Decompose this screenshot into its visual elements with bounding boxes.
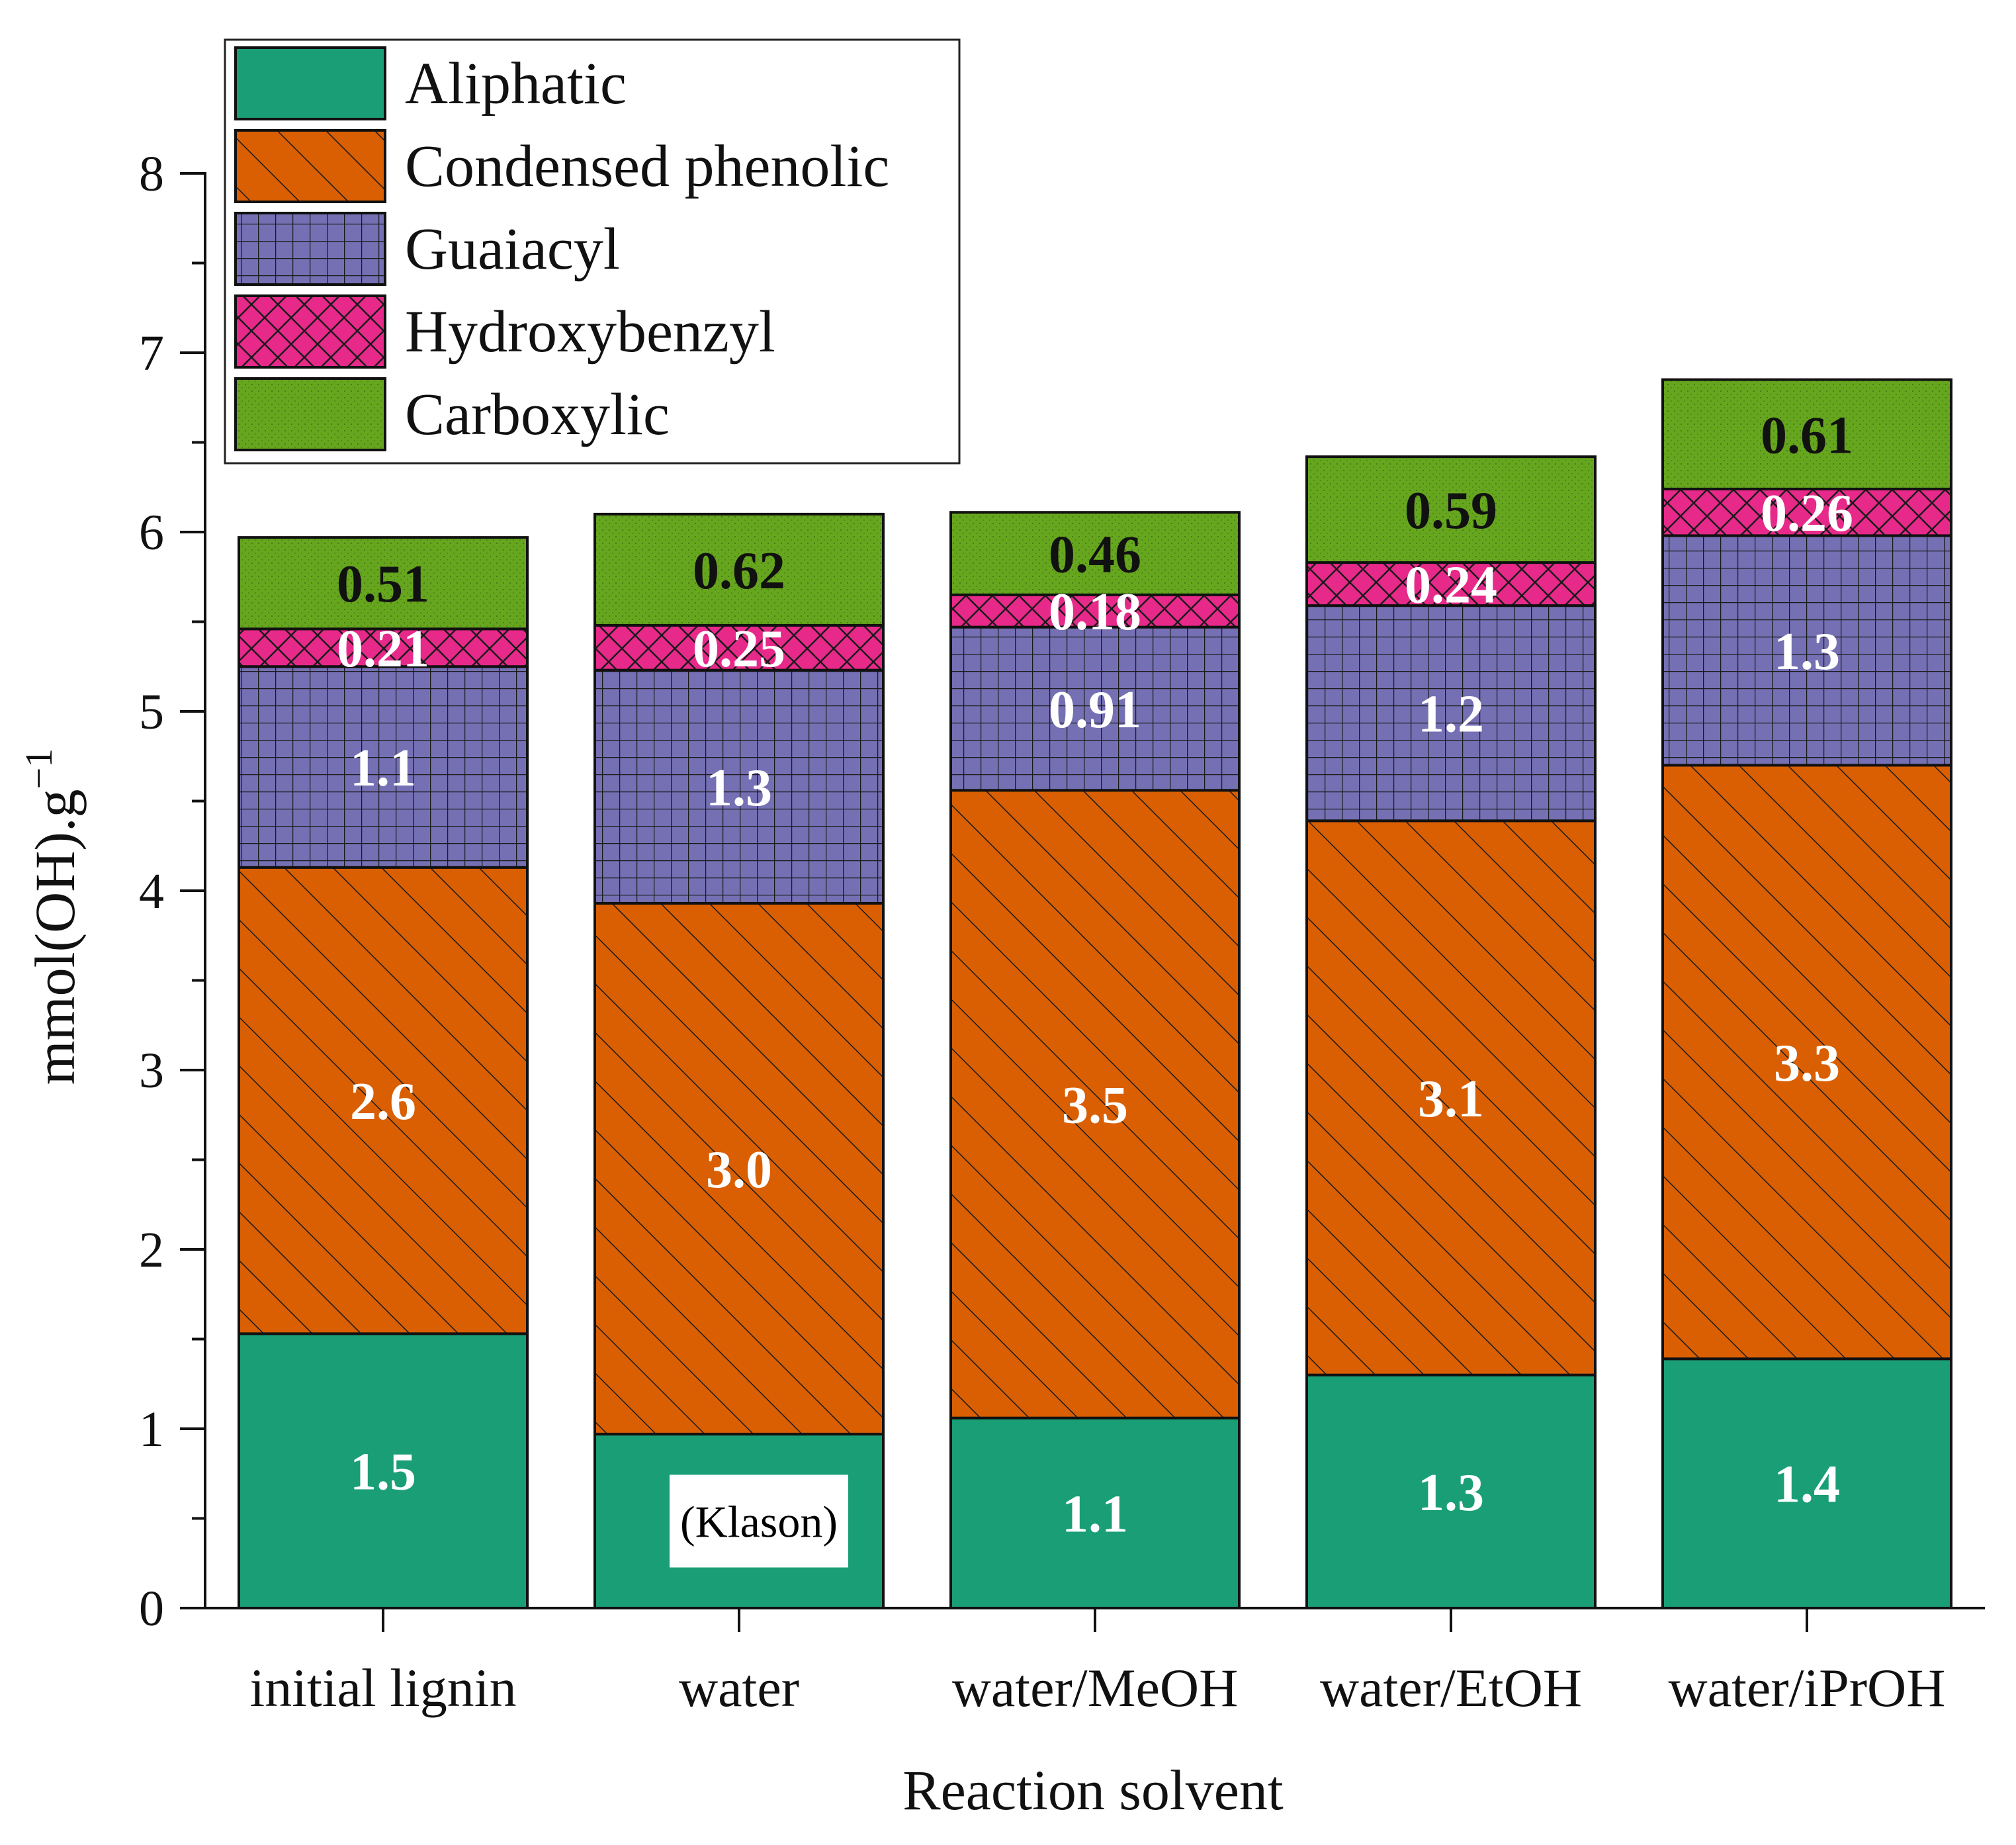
x-axis-title: Reaction solvent [902, 1758, 1284, 1822]
bar-carboxylic-initial-lignin [238, 536, 529, 631]
data-label-carboxylic-water-meoh: 0.46 [1049, 526, 1141, 584]
bar-carboxylic-water-iproh-pattern [1663, 379, 1951, 489]
bar-hydroxybenzyl-water-pattern [595, 625, 883, 670]
y-tick-label-6: 6 [139, 505, 164, 561]
legend-swatch-aliphatic-fill [236, 48, 385, 119]
bar-hydroxybenzyl-water-iproh-pattern [1663, 488, 1951, 536]
bar-condensed-phenolic-water-pattern [595, 903, 883, 1435]
bar-carboxylic-water-iproh [1661, 378, 1952, 490]
bar-hydroxybenzyl-water-etoh-pattern [1307, 562, 1595, 606]
y-tick-label-5: 5 [139, 684, 164, 740]
legend-label-guaiacyl: Guaiacyl [405, 216, 620, 282]
bar-guaiacyl-water-pattern [595, 670, 883, 903]
bar-aliphatic-water-etoh-fill [1307, 1374, 1595, 1608]
data-label-guaiacyl-water-meoh: 0.91 [1049, 681, 1141, 739]
data-label-condensed-phenolic-water-meoh: 3.5 [1062, 1076, 1128, 1134]
annotation-text-0: (Klason) [680, 1497, 838, 1547]
bar-carboxylic-water [593, 512, 885, 627]
data-label-carboxylic-initial-lignin: 0.51 [337, 555, 429, 613]
bar-hydroxybenzyl-water-meoh-pattern [951, 594, 1239, 627]
bar-carboxylic-initial-lignin-pattern [239, 537, 527, 629]
bar-stack-water-meoh [949, 511, 1241, 1609]
bar-stack-water [593, 512, 885, 1609]
x-tick-label-initial-lignin: initial lignin [249, 1658, 516, 1718]
data-label-guaiacyl-water-iproh: 1.3 [1774, 623, 1840, 681]
bar-guaiacyl-water-iproh-pattern [1663, 535, 1951, 766]
data-label-condensed-phenolic-water: 3.0 [706, 1141, 772, 1199]
x-tick-label-water-iproh: water/iPrOH [1668, 1658, 1945, 1718]
y-tick-label-4: 4 [139, 864, 164, 919]
legend-label-condensed-phenolic: Condensed phenolic [405, 134, 889, 199]
bar-condensed-phenolic-water-etoh-pattern [1307, 821, 1595, 1375]
data-label-aliphatic-water-meoh: 1.1 [1062, 1485, 1128, 1543]
legend-swatch-aliphatic [234, 46, 386, 120]
bar-stack-water-etoh [1305, 455, 1597, 1609]
legend-swatch-carboxylic-pattern [236, 379, 385, 450]
legend-swatch-carboxylic [234, 377, 386, 451]
data-label-guaiacyl-water-etoh: 1.2 [1418, 686, 1484, 744]
bar-carboxylic-water-pattern [595, 514, 883, 625]
legend-label-carboxylic: Carboxylic [405, 382, 670, 447]
legend-swatch-hydroxybenzyl-pattern [236, 296, 385, 367]
legend-label-aliphatic: Aliphatic [405, 51, 627, 116]
y-tick-label-0: 0 [139, 1581, 164, 1637]
bar-guaiacyl-water-etoh-pattern [1307, 606, 1595, 821]
axes: 0 1 2 3 4 5 6 7 8 initial lignin water water/MeOH wa… [139, 146, 1985, 1718]
bar-guaiacyl-initial-lignin-pattern [239, 666, 527, 868]
data-label-condensed-phenolic-water-iproh: 3.3 [1774, 1034, 1840, 1093]
data-label-hydroxybenzyl-water-etoh: 0.24 [1405, 557, 1497, 615]
legend-label-hydroxybenzyl: Hydroxybenzyl [405, 299, 775, 365]
legend-swatch-guaiacyl-pattern [236, 213, 385, 285]
bar-aliphatic-water-meoh-fill [951, 1418, 1239, 1608]
y-tick-label-3: 3 [139, 1043, 164, 1099]
data-label-hydroxybenzyl-water: 0.25 [693, 620, 785, 678]
y-tick-label-7: 7 [139, 326, 164, 381]
y-axis-title-main: mmol(OH).g [23, 789, 87, 1085]
bar-aliphatic-water-iproh-fill [1663, 1359, 1951, 1608]
bar-carboxylic-water-etoh-pattern [1307, 457, 1595, 563]
legend-swatch-hydroxybenzyl [234, 294, 386, 369]
data-label-hydroxybenzyl-water-meoh: 0.18 [1049, 583, 1141, 641]
data-label-condensed-phenolic-initial-lignin: 2.6 [350, 1073, 416, 1131]
data-label-aliphatic-water-iproh: 1.4 [1774, 1456, 1840, 1514]
bar-carboxylic-water-meoh-pattern [951, 512, 1239, 595]
data-labels-layer: 1.5 2.6 1.1 0.21 0.51 3.0 1.3 0.25 0.62 1.1 3.5 0.9… [337, 406, 1853, 1568]
data-label-aliphatic-water-etoh: 1.3 [1418, 1464, 1484, 1522]
data-label-aliphatic-initial-lignin: 1.5 [350, 1443, 416, 1502]
bar-stack-water-iproh [1661, 378, 1952, 1610]
x-tick-label-water: water [679, 1658, 799, 1718]
data-label-carboxylic-water: 0.62 [693, 542, 785, 600]
legend-swatch-guaiacyl [234, 212, 386, 286]
y-tick-label-8: 8 [139, 146, 164, 202]
legend: Aliphatic Condensed phenolic Guaiacyl Hydro… [224, 38, 961, 465]
bar-hydroxybenzyl-initial-lignin-pattern [239, 629, 527, 667]
y-axis-title: mmol(OH).g−1 [17, 748, 87, 1085]
bar-guaiacyl-water-meoh-pattern [951, 627, 1239, 791]
data-label-carboxylic-water-etoh: 0.59 [1405, 482, 1497, 540]
data-label-condensed-phenolic-water-etoh: 3.1 [1418, 1070, 1484, 1128]
x-tick-label-water-etoh: water/EtOH [1320, 1658, 1582, 1718]
data-label-guaiacyl-water: 1.3 [706, 759, 772, 817]
data-label-carboxylic-water-iproh: 0.61 [1761, 406, 1853, 465]
bars-layer [238, 378, 1952, 1610]
y-tick-label-2: 2 [139, 1222, 164, 1278]
bar-aliphatic-initial-lignin-fill [239, 1333, 527, 1608]
data-label-hydroxybenzyl-water-iproh: 0.26 [1761, 484, 1853, 543]
bar-condensed-phenolic-water-meoh-pattern [951, 790, 1239, 1418]
legend-swatch-condensed-phenolic-pattern [236, 130, 385, 202]
bar-carboxylic-water-meoh [949, 511, 1241, 596]
bar-condensed-phenolic-water-iproh-pattern [1663, 765, 1951, 1359]
y-tick-label-1: 1 [139, 1402, 164, 1457]
legend-swatch-condensed-phenolic [234, 129, 386, 203]
x-tick-label-water-meoh: water/MeOH [952, 1658, 1239, 1718]
data-label-hydroxybenzyl-initial-lignin: 0.21 [337, 620, 429, 678]
bar-carboxylic-water-etoh [1305, 455, 1597, 564]
annotation-box-0 [670, 1474, 848, 1568]
data-label-guaiacyl-initial-lignin: 1.1 [350, 739, 416, 797]
bar-stack-initial-lignin [238, 536, 529, 1609]
y-axis-title-exponent: −1 [17, 748, 60, 789]
bar-condensed-phenolic-initial-lignin-pattern [239, 867, 527, 1334]
